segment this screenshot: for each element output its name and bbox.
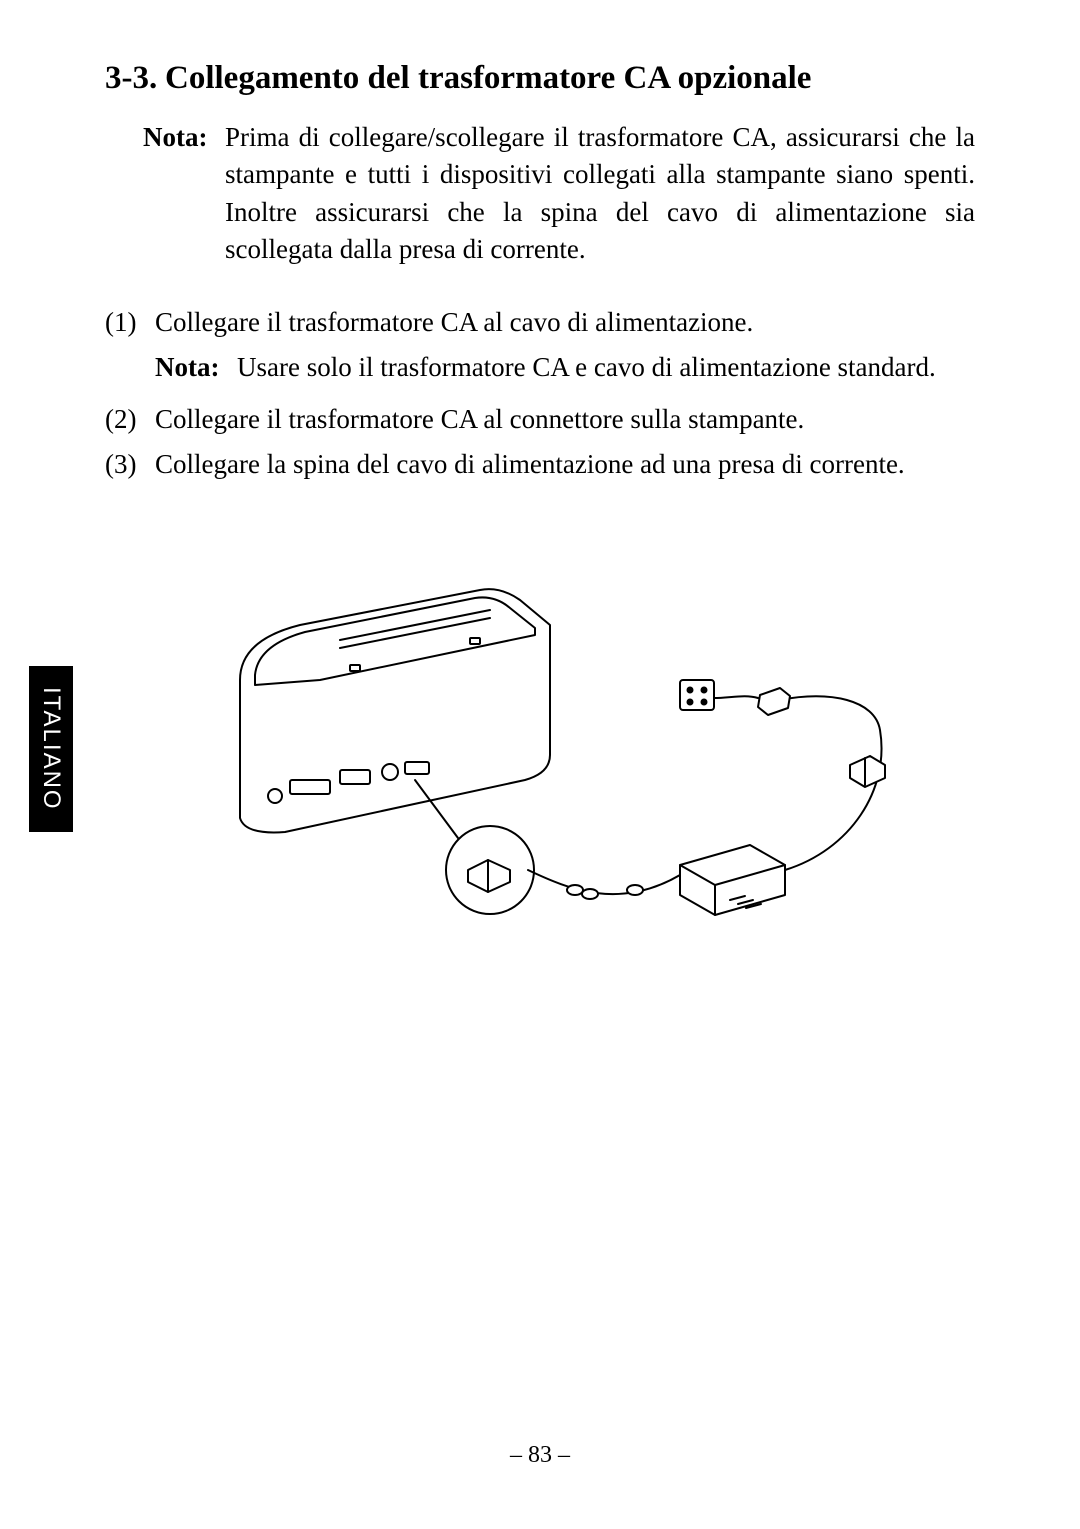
step-2: (2) Collegare il trasformatore CA al con… [105, 401, 975, 438]
language-tab-label: ITALIANO [37, 687, 65, 811]
step-3: (3) Collegare la spina del cavo di alime… [105, 446, 975, 483]
step-number: (1) [105, 304, 155, 341]
figure-printer-adapter [190, 570, 902, 950]
language-tab: ITALIANO [29, 666, 73, 832]
nota-label: Nota: [143, 119, 225, 268]
main-nota: Nota: Prima di collegare/scollegare il t… [143, 119, 975, 268]
step-text: Collegare il trasformatore CA al connett… [155, 401, 975, 438]
step-1-nota: Nota: Usare solo il trasformatore CA e c… [155, 349, 975, 386]
nota-text: Prima di collegare/scollegare il trasfor… [225, 119, 975, 268]
step-number: (3) [105, 446, 155, 483]
section-number: 3-3. [105, 60, 165, 97]
nota-text: Usare solo il trasformatore CA e cavo di… [237, 349, 936, 386]
nota-label: Nota: [155, 349, 237, 386]
section-heading: 3-3. Collegamento del trasformatore CA o… [105, 60, 975, 97]
page-number: – 83 – [0, 1442, 1080, 1469]
page: 3-3. Collegamento del trasformatore CA o… [0, 0, 1080, 1529]
step-text: Collegare la spina del cavo di alimentaz… [155, 446, 975, 483]
section-title-text: Collegamento del trasformatore CA opzion… [165, 60, 811, 97]
step-number: (2) [105, 401, 155, 438]
step-1: (1) Collegare il trasformatore CA al cav… [105, 304, 975, 341]
step-text: Collegare il trasformatore CA al cavo di… [155, 304, 975, 341]
printer-illustration-icon [190, 570, 902, 950]
